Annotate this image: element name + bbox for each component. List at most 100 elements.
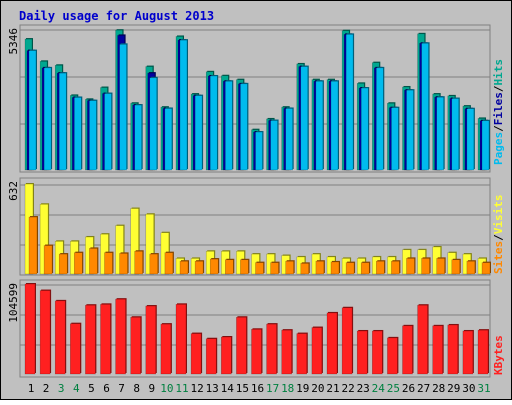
bar-pages-day-18 (285, 107, 294, 171)
bar-pages-day-31 (481, 119, 490, 171)
y-max-label-visits: 632 (7, 181, 20, 201)
x-tick-label-day-27: 27 (417, 382, 430, 395)
bar-pages-day-10 (164, 107, 173, 171)
bar-pages-day-24 (376, 66, 385, 171)
bar-kbytes-day-5 (85, 304, 97, 375)
legend-hits: Hits (492, 59, 505, 86)
x-tick-label-day-13: 13 (206, 382, 219, 395)
bar-sites-day-12 (194, 260, 205, 275)
bar-pages-day-11 (179, 39, 188, 171)
bar-pages-day-19 (300, 65, 309, 171)
bar-sites-day-13 (209, 258, 220, 275)
bar-pages-day-26 (406, 89, 415, 171)
bar-sites-day-22 (345, 261, 356, 275)
legend-hits-files-pages: Pages/Files/Hits (492, 59, 505, 165)
bar-sites-day-29 (451, 258, 461, 275)
bar-pages-day-12 (194, 94, 204, 171)
bar-sites-day-27 (421, 257, 431, 275)
bar-pages-day-23 (360, 87, 370, 171)
bar-kbytes-day-27 (417, 304, 429, 375)
bar-sites-day-19 (300, 262, 310, 275)
bar-pages-day-9 (149, 76, 158, 171)
bar-kbytes-day-3 (54, 299, 67, 375)
bar-kbytes-day-26 (402, 324, 414, 375)
bar-kbytes-day-19 (296, 332, 308, 375)
x-tick-label-day-17: 17 (266, 382, 279, 395)
bar-pages-day-29 (451, 97, 460, 171)
bar-kbytes-day-31 (477, 329, 489, 375)
bar-pages-day-21 (330, 80, 339, 171)
bar-pages-day-25 (391, 106, 400, 171)
x-tick-label-day-1: 1 (28, 382, 35, 395)
x-tick-label-day-29: 29 (447, 382, 460, 395)
bar-kbytes-day-13 (205, 337, 218, 375)
bar-kbytes-day-28 (432, 324, 444, 375)
bar-pages-day-15 (240, 82, 249, 171)
bar-sites-day-5 (89, 247, 99, 275)
bar-kbytes-day-7 (115, 298, 127, 375)
bar-kbytes-day-21 (326, 311, 338, 375)
bar-kbytes-day-4 (70, 322, 82, 375)
bar-sites-day-8 (134, 250, 144, 275)
bar-sites-day-14 (225, 258, 235, 275)
bar-pages-day-16 (255, 131, 264, 171)
x-tick-label-day-10: 10 (160, 382, 173, 395)
x-tick-label-day-8: 8 (133, 382, 140, 395)
x-tick-label-day-25: 25 (387, 382, 400, 395)
legend-pages: Pages (492, 132, 505, 165)
x-tick-label-day-3: 3 (58, 382, 65, 395)
bar-pages-day-4 (74, 96, 83, 171)
bar-pages-day-14 (225, 80, 234, 171)
bar-sites-day-26 (406, 257, 416, 275)
bar-pages-day-7 (119, 43, 128, 171)
bar-sites-day-11 (179, 260, 189, 275)
legend-visits-sites: Sites/Visits (492, 195, 505, 275)
bar-pages-day-30 (466, 107, 475, 171)
bar-sites-day-10 (164, 251, 174, 275)
bar-kbytes-day-6 (100, 303, 112, 375)
bar-pages-day-1 (28, 49, 37, 171)
legend-kbytes-label: KBytes (492, 335, 505, 375)
x-tick-label-day-31: 31 (477, 382, 490, 395)
bar-sites-day-9 (149, 253, 159, 275)
x-tick-label-day-5: 5 (88, 382, 95, 395)
bar-kbytes-day-18 (281, 329, 293, 375)
bars (24, 29, 491, 375)
bar-kbytes-day-22 (341, 306, 354, 375)
bar-kbytes-day-30 (462, 329, 474, 375)
bar-pages-day-28 (436, 96, 445, 171)
x-tick-label-day-18: 18 (281, 382, 294, 395)
bar-sites-day-4 (74, 251, 84, 275)
bar-sites-day-7 (119, 252, 129, 275)
bar-sites-day-2 (43, 244, 54, 275)
bar-kbytes-day-1 (24, 283, 36, 375)
bar-sites-day-1 (28, 216, 38, 275)
bar-kbytes-day-23 (356, 329, 369, 375)
x-tick-label-day-11: 11 (175, 382, 188, 395)
x-tick-label-day-14: 14 (221, 382, 235, 395)
bar-kbytes-day-20 (311, 326, 323, 375)
bar-sites-day-15 (240, 258, 250, 275)
x-tick-label-day-20: 20 (311, 382, 324, 395)
legend-files: Files (492, 92, 505, 125)
bar-kbytes-day-8 (130, 316, 142, 375)
x-tick-label-day-30: 30 (462, 382, 475, 395)
x-tick-label-day-12: 12 (190, 382, 203, 395)
bar-sites-day-21 (330, 260, 340, 275)
bar-kbytes-day-9 (145, 305, 157, 375)
bar-kbytes-day-14 (221, 336, 233, 375)
y-max-label-kbytes: 104599 (7, 283, 20, 323)
bar-sites-day-28 (436, 257, 446, 275)
x-tick-label-day-23: 23 (357, 382, 370, 395)
bar-kbytes-day-12 (190, 332, 203, 375)
bar-sites-day-31 (481, 261, 491, 275)
x-tick-label-day-4: 4 (73, 382, 80, 395)
y-max-label-hits: 5346 (7, 28, 20, 55)
bar-pages-day-8 (134, 104, 143, 171)
legend-sites: Sites (492, 241, 505, 274)
x-tick-label-day-2: 2 (43, 382, 50, 395)
bar-pages-day-5 (89, 99, 98, 171)
x-tick-label-day-6: 6 (103, 382, 110, 395)
bar-kbytes-day-11 (175, 303, 187, 375)
